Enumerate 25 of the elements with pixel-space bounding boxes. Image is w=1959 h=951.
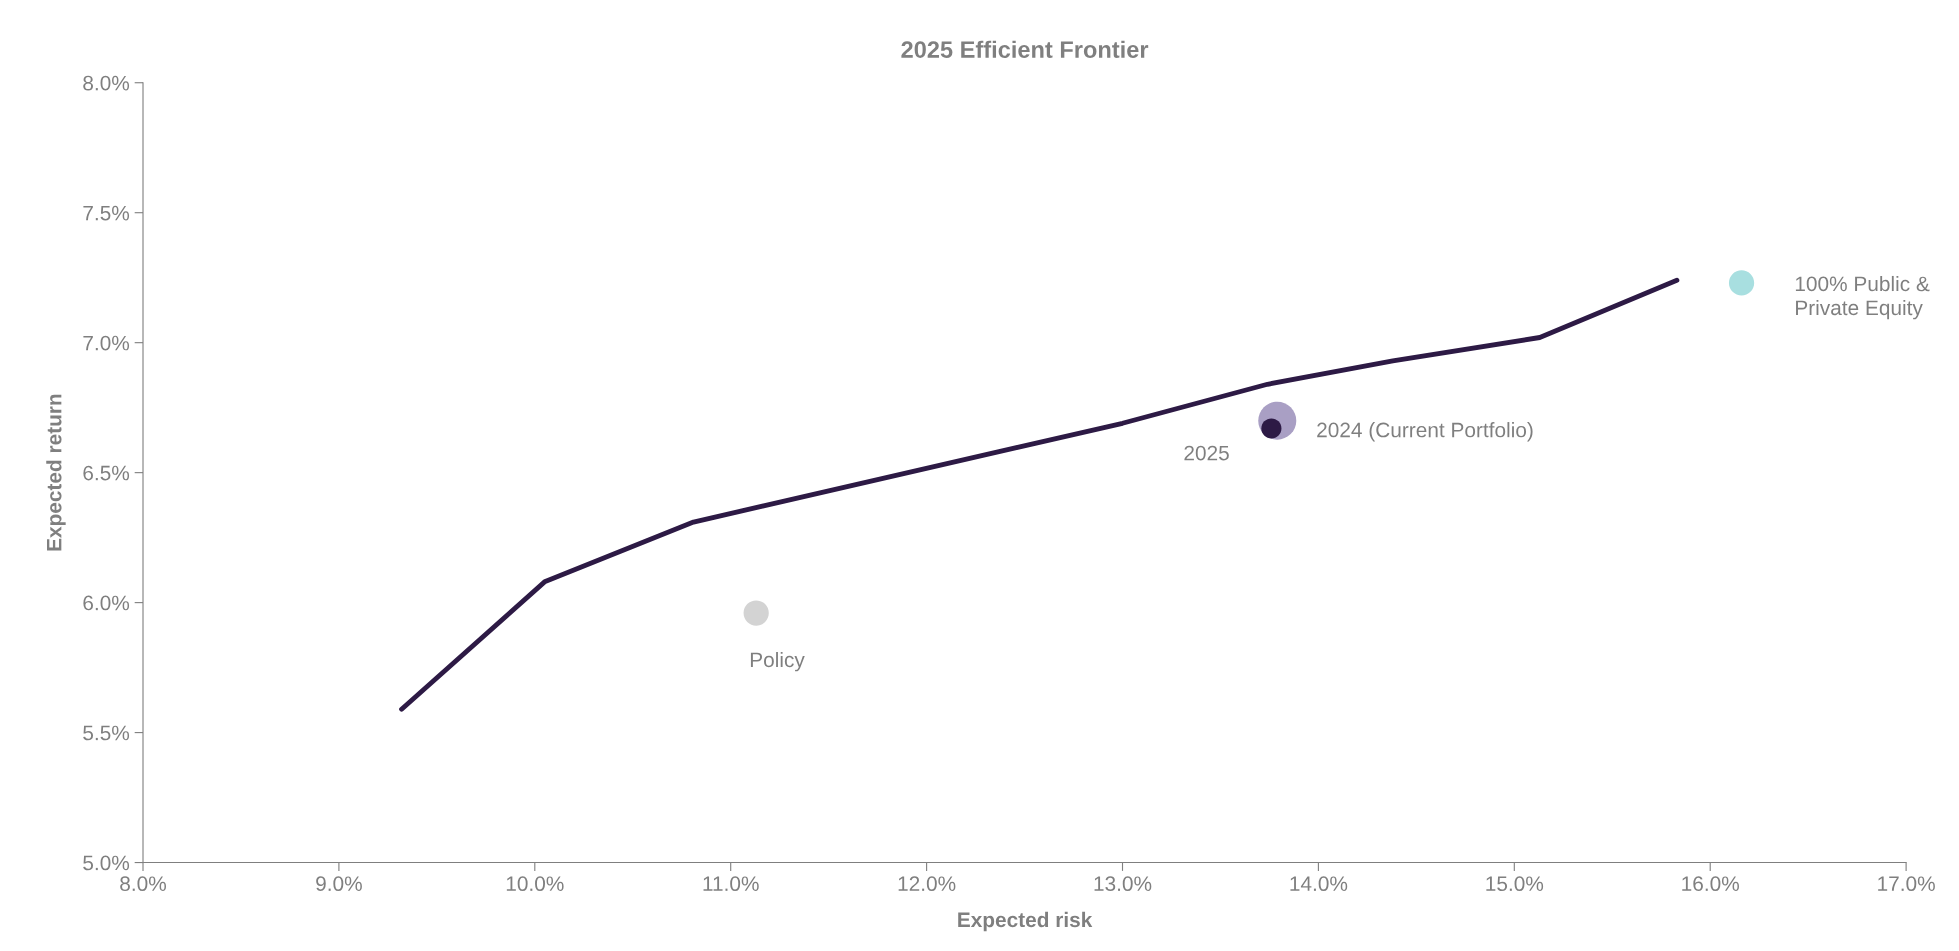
chart-title: 2025 Efficient Frontier: [901, 40, 1149, 58]
x-tick-label: 10.0%: [506, 876, 564, 892]
series-label: 2025: [1184, 445, 1229, 461]
x-tick-label: 16.0%: [1682, 876, 1739, 892]
line-series: [399, 277, 1680, 712]
y-tick-label: 6.0%: [83, 595, 130, 611]
x-tick-label: 12.0%: [898, 876, 956, 892]
y-axis-title: Expected return: [46, 394, 66, 551]
x-tick-label: 13.0%: [1094, 876, 1152, 892]
y-tick-label: 7.5%: [83, 205, 130, 221]
x-tick-label: 17.0%: [1878, 876, 1935, 892]
x-tick-label: 11.0%: [703, 876, 759, 892]
x-tick-label: 14.0%: [1290, 876, 1348, 892]
y-tick-label: 6.5%: [83, 465, 130, 481]
x-tick-label: 8.0%: [120, 876, 167, 892]
x-tick-label: 9.0%: [316, 876, 362, 892]
text: 100% Public & Private Equity: [1795, 275, 1930, 320]
y-tick-label: 5.5%: [83, 725, 130, 741]
y-tick-label: 5.0%: [83, 855, 130, 871]
series-label: 2024 (Current Portfolio): [1317, 422, 1533, 442]
x-tick-label: 15.0%: [1486, 876, 1544, 892]
y-tick-label: 7.0%: [83, 335, 130, 351]
y-tick-label: 8.0%: [83, 75, 130, 91]
series-label: Policy: [750, 651, 805, 672]
x-axis-title: Expected risk: [958, 911, 1093, 932]
